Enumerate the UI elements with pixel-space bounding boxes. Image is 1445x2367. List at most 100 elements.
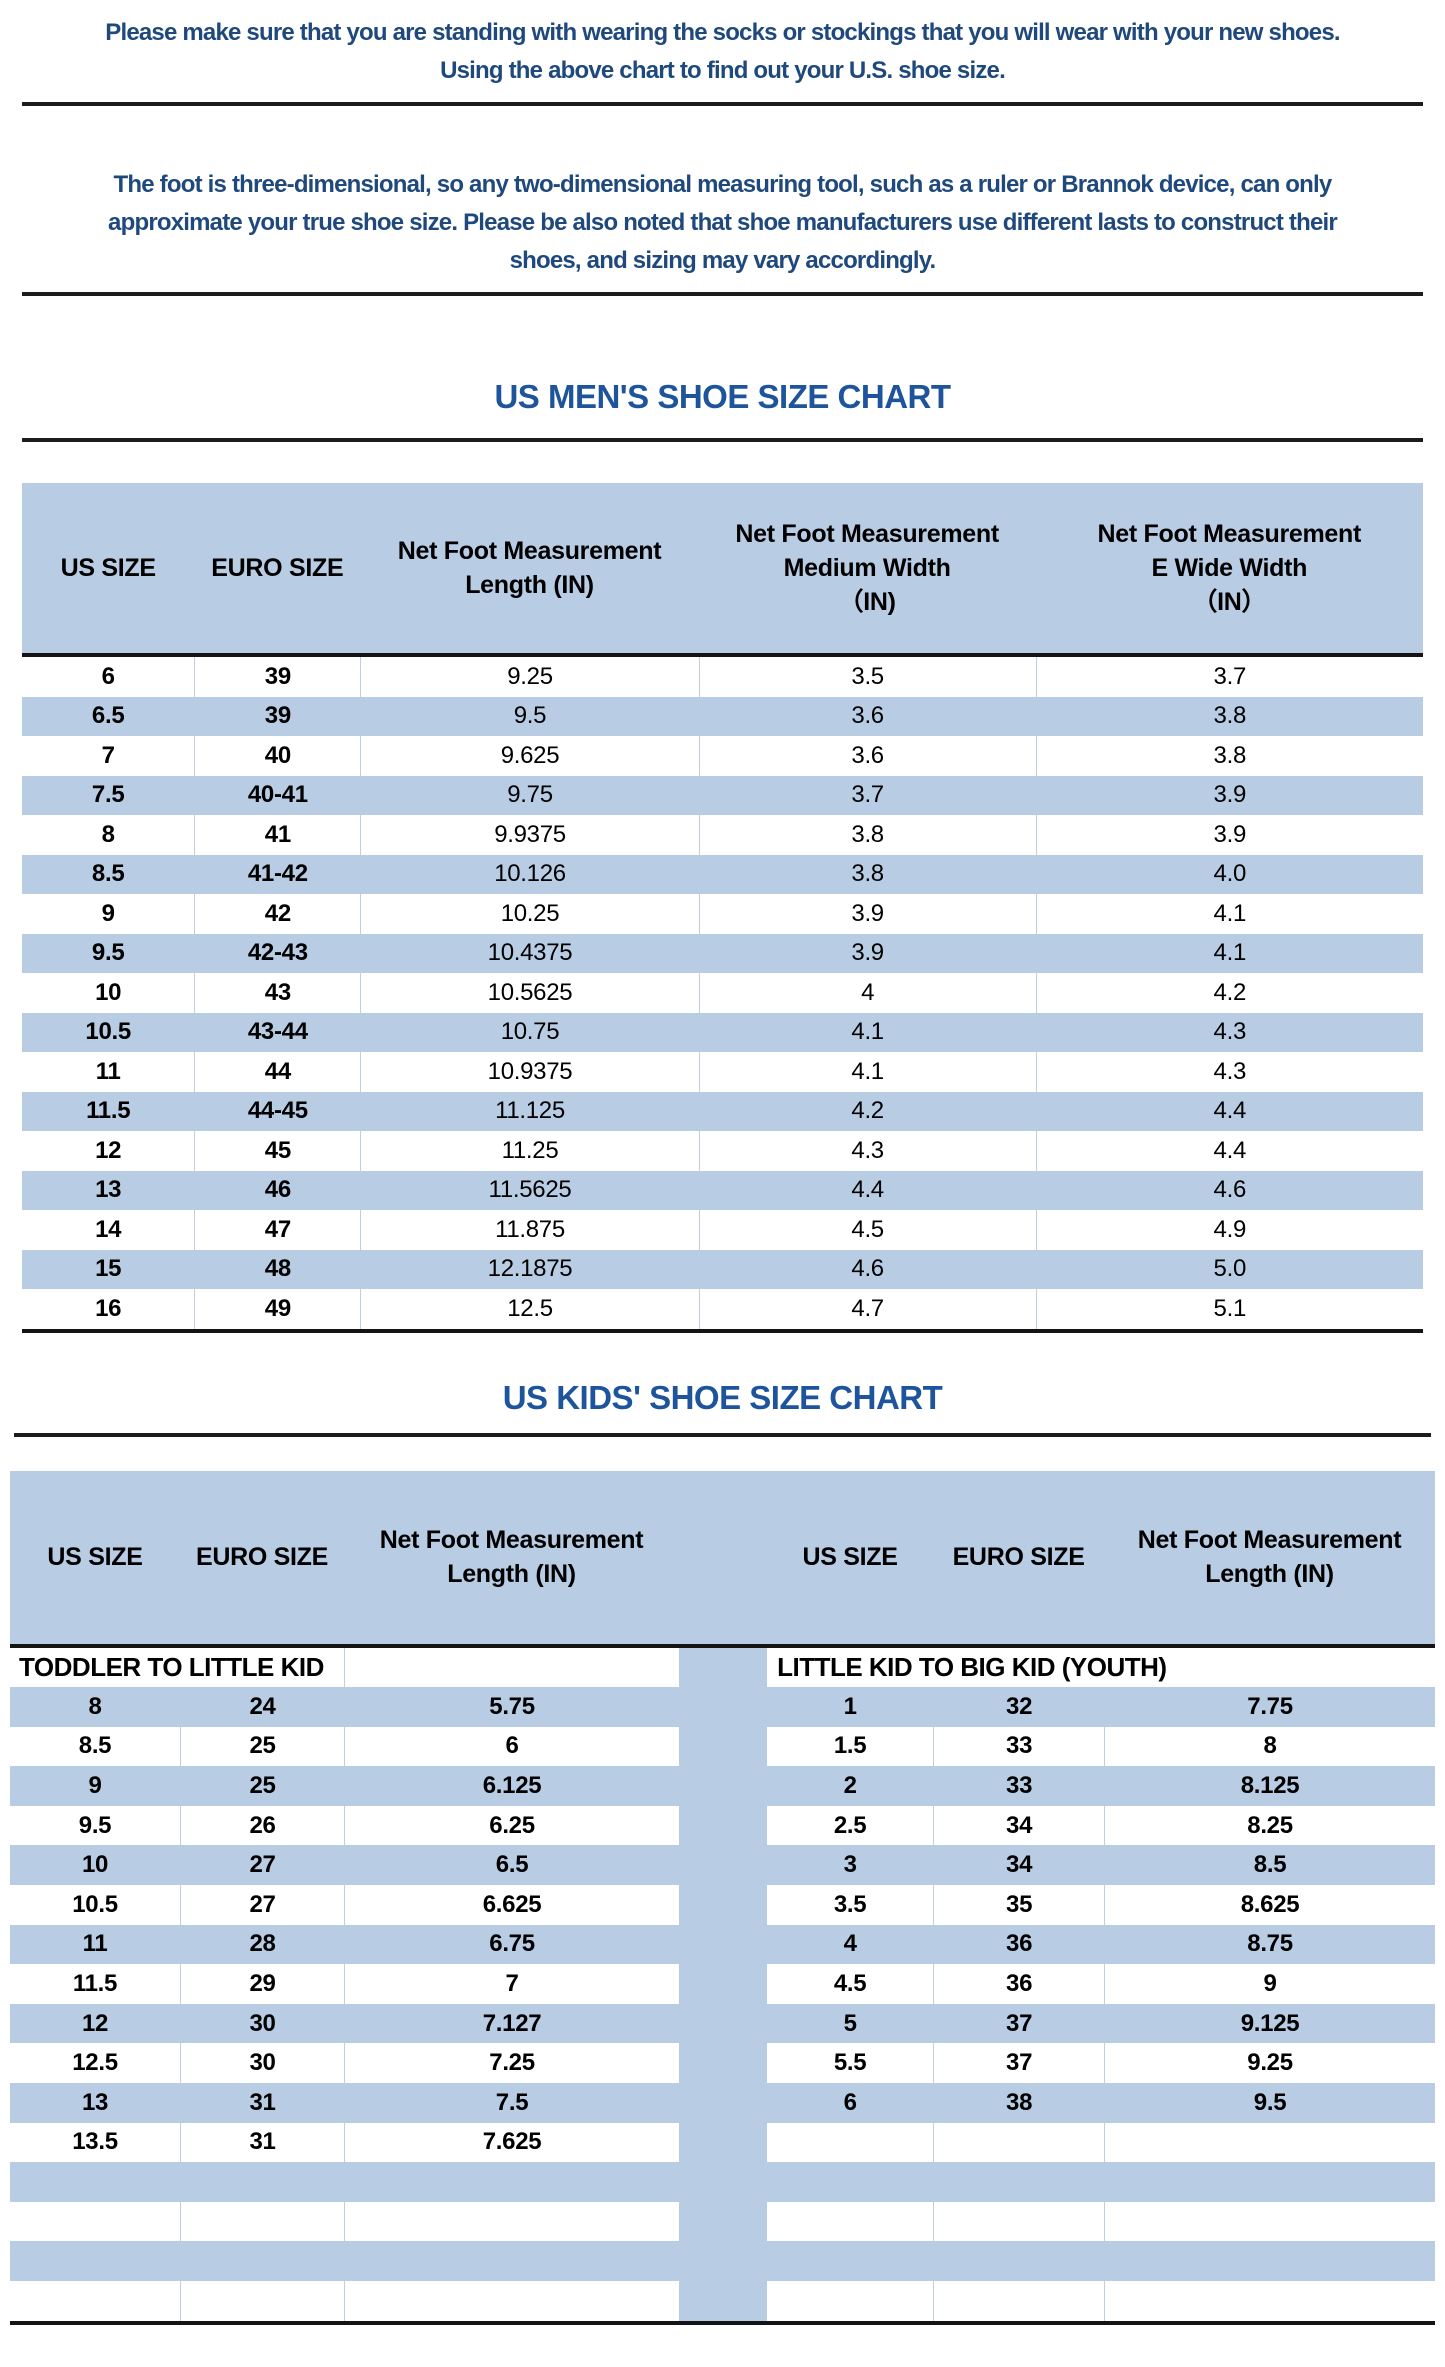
spacer-cell	[679, 1964, 768, 2004]
kids-cell: 33	[933, 1726, 1104, 1767]
mens-cell: 40	[194, 736, 360, 776]
kids-cell: 7.75	[1104, 1687, 1435, 1727]
spacer-cell	[679, 1687, 768, 1727]
header-line: Medium Width	[783, 554, 951, 582]
kids-cell: 3.5	[833, 1890, 867, 1918]
kids-cell	[344, 2201, 679, 2242]
kids-table-row: 11.5 29 7 4.5 36 9	[10, 1964, 1435, 2004]
kids-cell	[1104, 2281, 1435, 2321]
mens-cell: 4.9	[1035, 1210, 1423, 1250]
mens-cell: 9	[101, 899, 115, 927]
mens-cell: 47	[194, 1210, 360, 1250]
mens-cell: 3.6	[698, 696, 1036, 736]
kids-cell: 6.25	[344, 1805, 679, 1846]
kids-cell	[1104, 2201, 1435, 2242]
kids-section-row: TODDLER TO LITTLE KID LITTLE KID TO BIG …	[10, 1647, 1435, 1688]
kids-cell: 12.5	[72, 2049, 118, 2077]
mens-cell: 45	[194, 1131, 360, 1171]
kids-cell: 31	[180, 2083, 344, 2123]
mens-cell: 10.9375	[360, 1052, 698, 1092]
kids-cell: 36	[933, 1924, 1104, 1965]
kids-table-row: 13 31 7.5 6 38 9.5	[10, 2083, 1435, 2123]
kids-table-row	[10, 2281, 1435, 2321]
kids-table-row: 13.5 31 7.625	[10, 2122, 1435, 2163]
section-label-youth: LITTLE KID TO BIG KID (YOUTH)	[777, 1651, 1167, 1682]
kids-cell	[10, 2202, 180, 2242]
mens-cell: 16	[95, 1294, 122, 1322]
kids-cell: 31	[180, 2122, 344, 2163]
mens-cell: 11.875	[360, 1210, 698, 1250]
mens-cell: 3.8	[698, 815, 1036, 855]
intro-paragraph: Please make sure that you are standing w…	[20, 14, 1425, 90]
kids-cell: 24	[180, 1687, 344, 1727]
kids-table-row	[10, 2241, 1435, 2281]
kids-cell	[180, 2281, 344, 2321]
kids-cell	[1104, 2162, 1435, 2202]
mens-table-row: 15 48 12.1875 4.6 5.0	[22, 1249, 1423, 1289]
mens-cell: 3.5	[698, 657, 1036, 697]
mens-cell: 12	[95, 1136, 122, 1164]
spacer-cell	[679, 2043, 768, 2084]
kids-table-row: 12.5 30 7.25 5.5 37 9.25	[10, 2043, 1435, 2084]
kids-cell: 8.75	[1104, 1924, 1435, 1965]
separator-line	[14, 1432, 1431, 1437]
mens-cell: 14	[95, 1215, 122, 1243]
spacer-cell	[679, 1805, 768, 1846]
mens-cell: 4.0	[1035, 854, 1423, 894]
kids-cell: 37	[933, 2043, 1104, 2084]
kids-cell: 6.75	[344, 1924, 679, 1965]
mens-cell: 42	[194, 894, 360, 934]
header-line: Length (IN)	[465, 571, 594, 599]
kids-cell: 27	[180, 1885, 344, 1925]
mens-cell: 10.4375	[360, 933, 698, 973]
kids-header-length-left: Net Foot Measurement Length (IN)	[344, 1471, 679, 1644]
mens-cell: 4.3	[1035, 1012, 1423, 1052]
mens-cell: 10.25	[360, 894, 698, 934]
mens-cell: 15	[95, 1255, 122, 1283]
header-line: EURO SIZE	[195, 1543, 329, 1571]
kids-cell: 30	[180, 2003, 344, 2044]
kids-chart-title: US KIDS' SHOE SIZE CHART	[502, 1378, 943, 1416]
mens-cell: 11.25	[360, 1131, 698, 1171]
note-paragraph: The foot is three-dimensional, so any tw…	[20, 166, 1425, 280]
kids-cell: 10	[81, 1851, 109, 1879]
kids-cell	[767, 2241, 933, 2281]
mens-cell: 11.5	[86, 1097, 131, 1125]
mens-cell: 8	[101, 820, 115, 848]
kids-cell: 28	[180, 1924, 344, 1965]
mens-cell: 40-41	[194, 775, 360, 815]
kids-table-row: 9.5 26 6.25 2.5 34 8.25	[10, 1805, 1435, 1846]
mens-cell: 9.5	[91, 939, 125, 967]
kids-cell: 7	[344, 1964, 679, 2004]
kids-cell: 10.5	[72, 1890, 118, 1918]
kids-cell	[933, 2162, 1104, 2202]
mens-table-row: 8.5 41-42 10.126 3.8 4.0	[22, 854, 1423, 894]
kids-cell: 35	[933, 1885, 1104, 1925]
kids-cell: 1.5	[833, 1732, 867, 1760]
mens-table-header: US SIZE EURO SIZE Net Foot Measurement L…	[22, 483, 1423, 653]
spacer-cell	[679, 1885, 768, 1925]
note-line: The foot is three-dimensional, so any tw…	[113, 171, 1333, 198]
kids-cell: 1	[843, 1692, 857, 1720]
kids-cell: 9.5	[1104, 2083, 1435, 2123]
mens-cell: 9.5	[360, 696, 698, 736]
spacer-cell	[679, 2083, 768, 2123]
mens-table-row: 7.5 40-41 9.75 3.7 3.9	[22, 775, 1423, 815]
kids-cell: 27	[180, 1845, 344, 1886]
mens-header-length: Net Foot Measurement Length (IN)	[360, 483, 698, 653]
mens-cell: 9.25	[360, 657, 698, 697]
kids-cell: 34	[933, 1845, 1104, 1886]
kids-cell: 9.25	[1104, 2043, 1435, 2084]
header-line: Net Foot Measurement	[1097, 520, 1362, 548]
mens-cell: 5.0	[1035, 1249, 1423, 1289]
mens-cell: 4.1	[698, 1052, 1036, 1092]
kids-cell: 8.25	[1104, 1805, 1435, 1846]
mens-cell: 3.7	[1035, 657, 1423, 697]
spacer-cell	[679, 1924, 768, 1965]
kids-cell	[10, 2281, 180, 2321]
kids-cell	[344, 2162, 679, 2202]
kids-cell: 7.127	[344, 2003, 679, 2044]
mens-cell: 5.1	[1035, 1289, 1423, 1329]
kids-cell	[933, 2201, 1104, 2242]
mens-table-row: 16 49 12.5 4.7 5.1	[22, 1289, 1423, 1329]
